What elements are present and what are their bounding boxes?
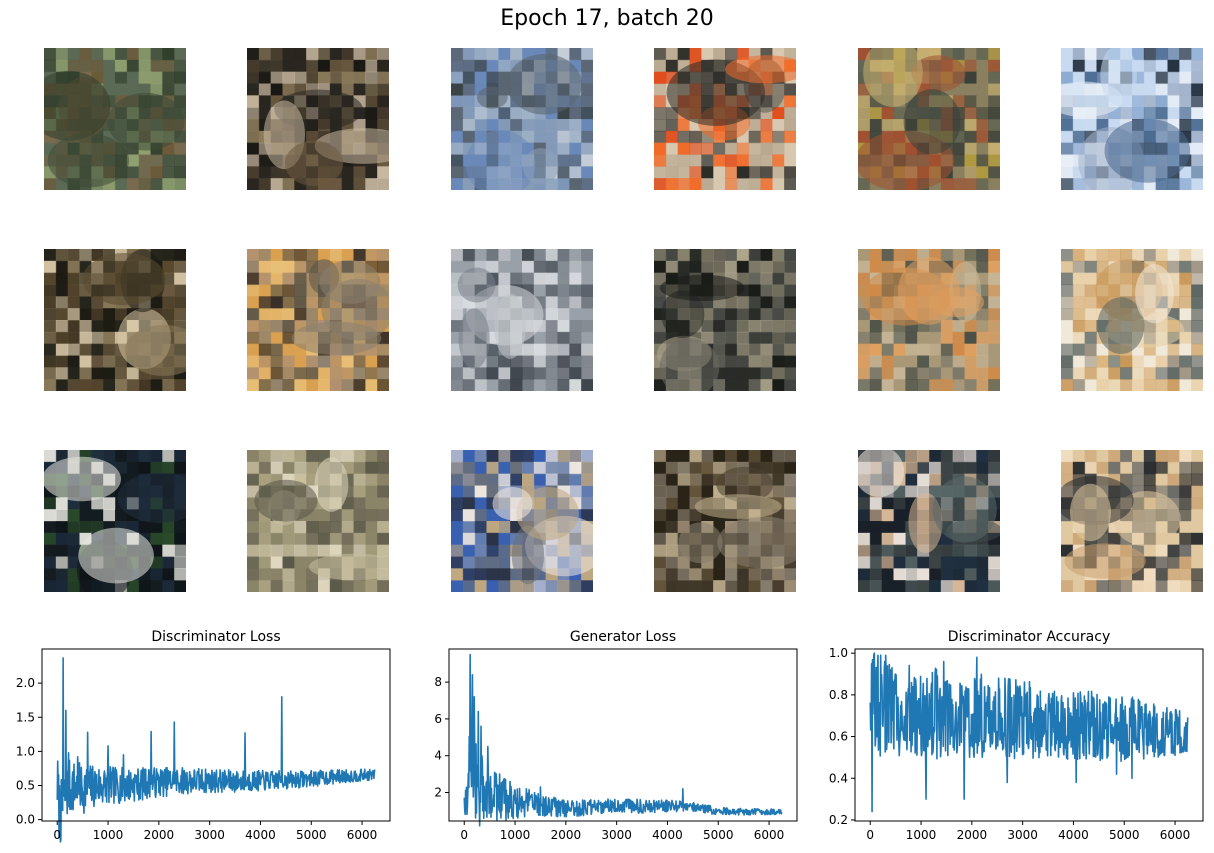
y-tick-label: 1.0 xyxy=(829,646,848,660)
sample-10 xyxy=(654,249,796,391)
y-tick-label: 0.4 xyxy=(829,771,848,785)
y-tick-label: 0.8 xyxy=(829,688,848,702)
chart-title: Discriminator Loss xyxy=(151,629,280,645)
sample-9 xyxy=(451,249,593,391)
x-tick-label: 1000 xyxy=(93,828,124,842)
x-tick-label: 5000 xyxy=(1109,828,1140,842)
sample-17 xyxy=(858,450,1000,592)
y-tick-label: 2.0 xyxy=(16,676,35,690)
x-tick-label: 2000 xyxy=(144,828,175,842)
chart-3: Discriminator Accuracy 0 1000 2000 3000 4000 5… xyxy=(829,629,1204,842)
figure-title: Epoch 17, batch 20 xyxy=(500,6,714,31)
sample-8 xyxy=(247,249,389,391)
y-tick-label: 0.2 xyxy=(829,813,848,827)
x-tick-label: 0 xyxy=(866,828,874,842)
x-tick-label: 3000 xyxy=(1007,828,1038,842)
x-tick-label: 1000 xyxy=(906,828,937,842)
sample-6 xyxy=(1061,48,1203,190)
sample-3 xyxy=(451,48,593,190)
x-tick-label: 1000 xyxy=(500,828,531,842)
x-tick-label: 6000 xyxy=(347,828,378,842)
sample-18 xyxy=(1061,450,1203,592)
sample-12 xyxy=(1061,249,1203,391)
x-tick-label: 0 xyxy=(53,828,61,842)
axes-frame xyxy=(448,648,798,822)
x-tick-label: 6000 xyxy=(1160,828,1191,842)
x-tick-label: 0 xyxy=(460,828,468,842)
y-tick-label: 0.5 xyxy=(16,779,35,793)
y-tick-label: 1.0 xyxy=(16,744,35,758)
chart-title: Generator Loss xyxy=(570,629,676,645)
sample-5 xyxy=(858,48,1000,190)
chart-1: Discriminator Loss 0 1000 2000 3000 4000 5000 6… xyxy=(16,629,391,843)
y-tick-label: 2 xyxy=(434,785,442,799)
sample-2 xyxy=(247,48,389,190)
series-line xyxy=(56,657,376,843)
sample-7 xyxy=(44,249,186,391)
axes-frame xyxy=(854,648,1204,822)
x-tick-label: 3000 xyxy=(194,828,225,842)
x-tick-label: 5000 xyxy=(296,828,327,842)
x-tick-label: 4000 xyxy=(245,828,276,842)
x-tick-label: 5000 xyxy=(703,828,734,842)
sample-1 xyxy=(44,48,186,190)
x-tick-label: 3000 xyxy=(601,828,632,842)
x-tick-label: 2000 xyxy=(957,828,988,842)
y-tick-label: 0.6 xyxy=(829,730,848,744)
y-tick-label: 6 xyxy=(434,712,442,726)
x-tick-label: 4000 xyxy=(652,828,683,842)
sample-4 xyxy=(654,48,796,190)
sample-13 xyxy=(44,450,186,592)
series-line xyxy=(463,653,783,827)
chart-title: Discriminator Accuracy xyxy=(948,629,1110,645)
y-tick-label: 1.5 xyxy=(16,710,35,724)
axes-frame xyxy=(41,648,391,822)
x-tick-label: 6000 xyxy=(754,828,785,842)
sample-11 xyxy=(858,249,1000,391)
sample-15 xyxy=(451,450,593,592)
y-tick-label: 0.0 xyxy=(16,813,35,827)
y-tick-label: 4 xyxy=(434,749,442,763)
x-tick-label: 2000 xyxy=(551,828,582,842)
sample-14 xyxy=(247,450,389,592)
y-tick-label: 8 xyxy=(434,675,442,689)
x-tick-label: 4000 xyxy=(1058,828,1089,842)
series-line xyxy=(869,652,1189,813)
chart-2: Generator Loss 0 1000 2000 3000 4000 5000 6000 2… xyxy=(434,629,798,842)
sample-16 xyxy=(654,450,796,592)
